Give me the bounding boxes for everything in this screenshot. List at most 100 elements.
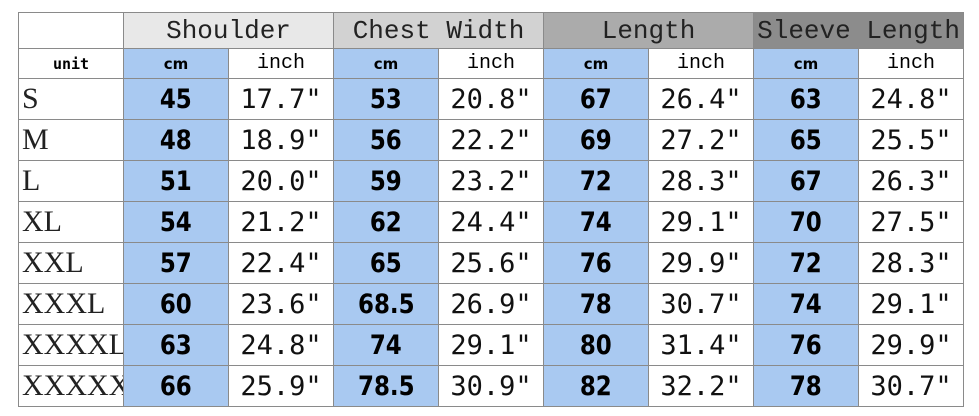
cm-value: 74 bbox=[333, 324, 440, 366]
cm-value: 67 bbox=[753, 160, 860, 202]
cell-text: 30.7" bbox=[870, 370, 952, 402]
cell-text: 27.5" bbox=[870, 206, 952, 238]
cell-text: 72 bbox=[790, 247, 822, 279]
cell-text: 53 bbox=[370, 83, 402, 115]
cm-value: 60 bbox=[123, 283, 229, 325]
cell-text: 67 bbox=[790, 165, 822, 197]
cell-text: 63 bbox=[160, 329, 192, 361]
inch-value: 28.3" bbox=[648, 160, 755, 202]
cm-value: 54 bbox=[123, 201, 229, 243]
cell-text: 74 bbox=[370, 329, 402, 361]
cell-text: 28.3" bbox=[870, 247, 952, 279]
cell-text: 24.8" bbox=[870, 83, 952, 115]
cell-text: 68.5 bbox=[357, 288, 415, 320]
inch-value: 31.4" bbox=[648, 324, 755, 366]
cell-text: 29.9" bbox=[660, 247, 742, 279]
inch-value: 30.9" bbox=[438, 365, 545, 407]
cell-text: 21.2" bbox=[240, 206, 322, 238]
size-row: L 51 20.0" 59 23.2" 72 28.3" 67 26.3" bbox=[18, 160, 965, 202]
cell-text: 23.6" bbox=[240, 288, 322, 320]
cm-value: 67 bbox=[543, 78, 650, 120]
inch-value: 25.6" bbox=[438, 242, 545, 284]
inch-value: 25.5" bbox=[858, 119, 965, 161]
inch-value: 23.2" bbox=[438, 160, 545, 202]
unit-header: cm bbox=[123, 48, 229, 79]
group-header: Length bbox=[543, 12, 755, 49]
cell-text: 76 bbox=[790, 329, 822, 361]
cell-text: 20.0" bbox=[240, 165, 322, 197]
inch-value: 21.2" bbox=[227, 201, 335, 243]
cm-value: 59 bbox=[333, 160, 440, 202]
cell-text: 63 bbox=[790, 83, 822, 115]
cell-text: 17.7" bbox=[240, 83, 322, 115]
cell-text: 25.5" bbox=[870, 124, 952, 156]
corner-cell bbox=[18, 12, 124, 49]
cell-text: 29.1" bbox=[660, 206, 742, 238]
cell-text: 65 bbox=[370, 247, 402, 279]
unit-header: cm bbox=[543, 48, 650, 79]
inch-value: 30.7" bbox=[858, 365, 965, 407]
inch-value: 23.6" bbox=[227, 283, 335, 325]
cell-text: 26.3" bbox=[870, 165, 952, 197]
cm-value: 74 bbox=[543, 201, 650, 243]
inch-value: 26.3" bbox=[858, 160, 965, 202]
group-header: Shoulder bbox=[122, 12, 335, 49]
cell-text: 24.4" bbox=[450, 206, 532, 238]
cm-value: 74 bbox=[753, 283, 860, 325]
cell-text: 56 bbox=[370, 124, 402, 156]
size-label: L bbox=[18, 160, 124, 202]
cell-text: 24.8" bbox=[240, 329, 322, 361]
cell-text: 78 bbox=[580, 288, 612, 320]
cm-value: 57 bbox=[123, 242, 229, 284]
cell-text: 26.4" bbox=[660, 83, 742, 115]
cell-text: 29.1" bbox=[870, 288, 952, 320]
inch-value: 29.9" bbox=[858, 324, 965, 366]
cm-value: 72 bbox=[753, 242, 860, 284]
inch-value: 24.8" bbox=[227, 324, 335, 366]
cm-value: 63 bbox=[123, 324, 229, 366]
inch-value: 22.4" bbox=[227, 242, 335, 284]
cell-text: 30.9" bbox=[450, 370, 532, 402]
cell-text: 78 bbox=[790, 370, 822, 402]
cell-text: 29.1" bbox=[450, 329, 532, 361]
size-row: S 45 17.7" 53 20.8" 67 26.4" 63 24.8" bbox=[18, 78, 965, 120]
cm-value: 82 bbox=[543, 365, 650, 407]
cell-text: 23.2" bbox=[450, 165, 532, 197]
unit-header: cm bbox=[753, 48, 860, 79]
cell-text: 25.6" bbox=[450, 247, 532, 279]
size-label: XXXL bbox=[18, 283, 124, 325]
inch-value: 30.7" bbox=[648, 283, 755, 325]
unit-header: inch bbox=[438, 48, 545, 79]
cell-text: 76 bbox=[580, 247, 612, 279]
inch-value: 20.8" bbox=[438, 78, 545, 120]
size-label: M bbox=[18, 119, 124, 161]
cell-text: 20.8" bbox=[450, 83, 532, 115]
size-row: XXXXL 63 24.8" 74 29.1" 80 31.4" 76 29.9" bbox=[18, 324, 965, 366]
cell-text: 72 bbox=[580, 165, 612, 197]
inch-value: 29.1" bbox=[438, 324, 545, 366]
unit-row: unit cm inch cm inch cm inch cm inch bbox=[18, 48, 965, 79]
cell-text: 54 bbox=[160, 206, 192, 238]
unit-header: inch bbox=[648, 48, 755, 79]
size-label: S bbox=[18, 78, 124, 120]
cell-text: 22.4" bbox=[240, 247, 322, 279]
inch-value: 18.9" bbox=[227, 119, 335, 161]
cell-text: 22.2" bbox=[450, 124, 532, 156]
cell-text: 51 bbox=[160, 165, 192, 197]
size-row: XXL 57 22.4" 65 25.6" 76 29.9" 72 28.3" bbox=[18, 242, 965, 284]
unit-header: inch bbox=[227, 48, 335, 79]
inch-value: 28.3" bbox=[858, 242, 965, 284]
cm-value: 68.5 bbox=[333, 283, 440, 325]
inch-value: 17.7" bbox=[227, 78, 335, 120]
cell-text: 80 bbox=[580, 329, 612, 361]
cm-value: 78.5 bbox=[333, 365, 440, 407]
cell-text: 62 bbox=[370, 206, 402, 238]
cell-text: 28.3" bbox=[660, 165, 742, 197]
inch-value: 25.9" bbox=[227, 365, 335, 407]
cm-value: 53 bbox=[333, 78, 440, 120]
cell-text: 69 bbox=[580, 124, 612, 156]
inch-value: 20.0" bbox=[227, 160, 335, 202]
cm-value: 78 bbox=[543, 283, 650, 325]
cm-value: 45 bbox=[123, 78, 229, 120]
cell-text: 25.9" bbox=[240, 370, 322, 402]
